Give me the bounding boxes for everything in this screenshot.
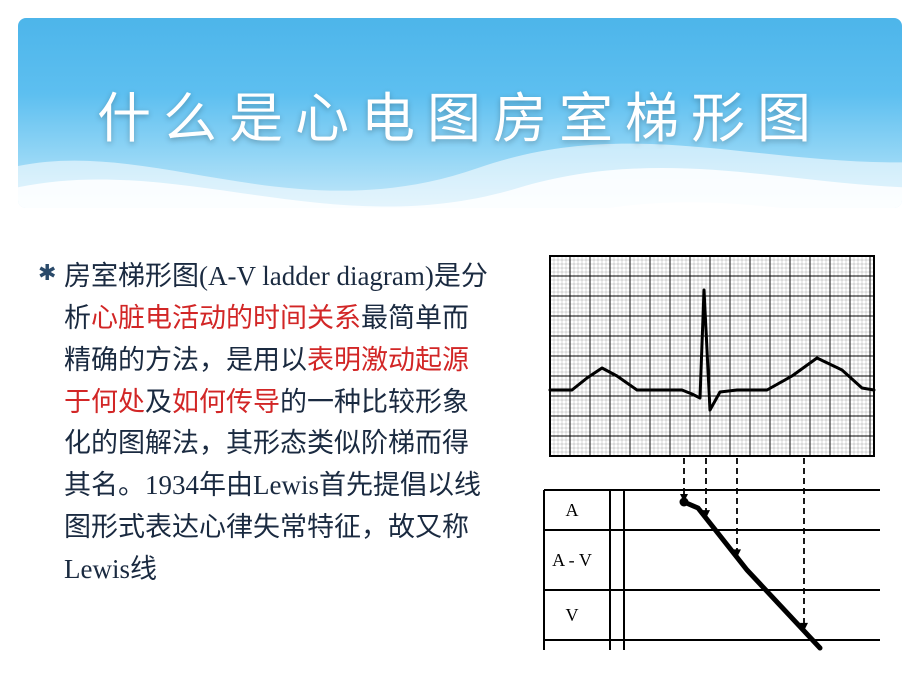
text-highlight: 心脏电活动的时间关系 [91,303,361,333]
ecg-ladder-figure: A A - V V [542,250,882,670]
body-paragraph: 房室梯形图(A-V ladder diagram)是分析心脏电活动的时间关系最简… [38,256,491,591]
figure-column: A A - V V [511,250,882,670]
svg-text:A: A [565,500,578,520]
slide-title: 什么是心电图房室梯形图 [18,74,902,153]
text-run: 及 [145,387,172,417]
slide: 什么是心电图房室梯形图 ✱ 房室梯形图(A-V ladder diagram)是… [0,0,920,690]
svg-text:A - V: A - V [552,550,592,570]
text-highlight: 如何传导 [172,387,280,417]
svg-text:V: V [565,605,578,625]
text-column: ✱ 房室梯形图(A-V ladder diagram)是分析心脏电活动的时间关系… [38,250,511,670]
header-banner: 什么是心电图房室梯形图 [18,18,902,208]
bullet-icon: ✱ [38,262,56,284]
content-area: ✱ 房室梯形图(A-V ladder diagram)是分析心脏电活动的时间关系… [38,250,882,670]
